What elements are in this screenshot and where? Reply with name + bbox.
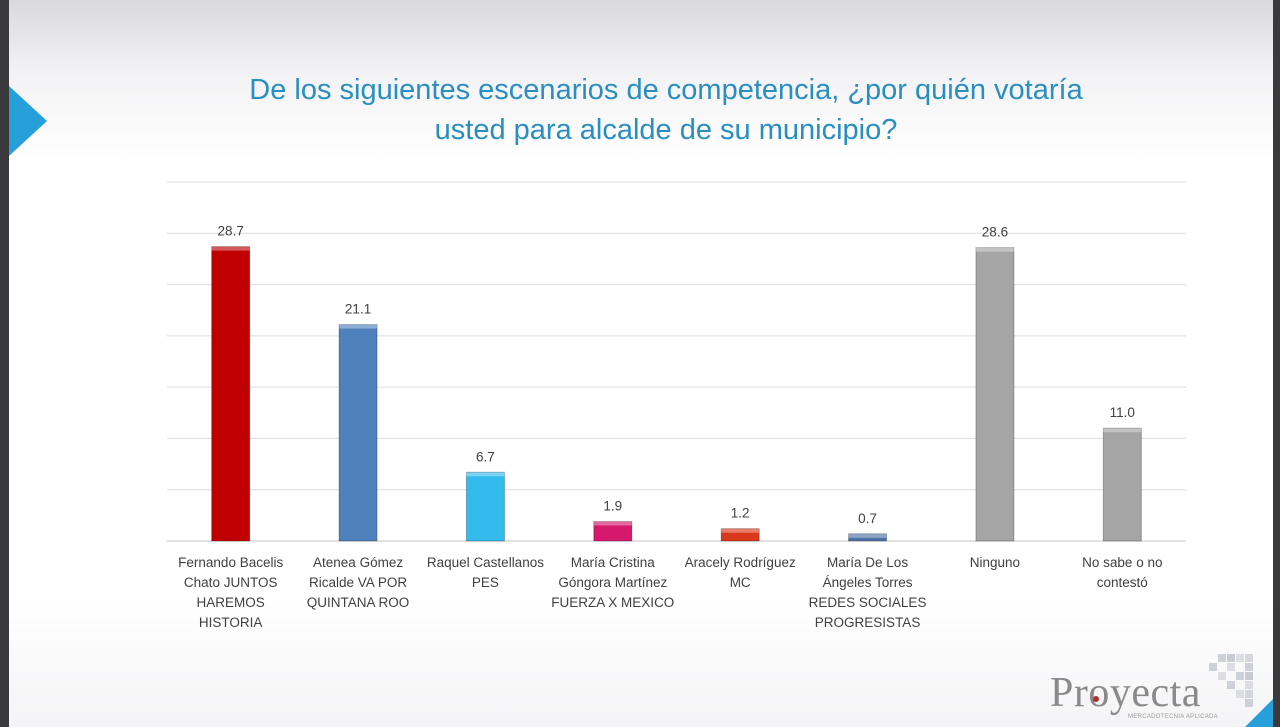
logo-tagline: MERCADOTECNIA APLICADA: [1128, 714, 1218, 720]
logo-pixel: [1236, 654, 1244, 662]
logo-pixel: [1227, 663, 1235, 671]
category-label-line: Góngora Martínez: [558, 575, 668, 590]
category-label-line: Raquel Castellanos: [426, 555, 544, 570]
chart-title-line-2: usted para alcalde de su municipio?: [434, 114, 898, 146]
logo-pixel: [1236, 690, 1244, 698]
category-label-line: Ángeles Torres: [822, 575, 913, 590]
bar-top-bevel: [211, 246, 250, 251]
logo-pixel: [1245, 654, 1253, 662]
category-label-line: REDES SOCIALES: [808, 595, 927, 610]
category-label: Atenea Gómez Ricalde VA POR QUINTANA ROO: [294, 553, 422, 613]
category-label: María Cristina Góngora Martínez FUERZA X M…: [549, 553, 677, 613]
bar-shading: [211, 246, 251, 542]
category-label-line: María De Los: [827, 555, 909, 570]
logo-pixel: [1218, 654, 1226, 662]
logo-pixel: [1245, 699, 1253, 707]
category-label-line: HAREMOS: [196, 595, 265, 610]
category-label-line: Ninguno: [969, 555, 1021, 570]
category-label-line: Atenea Gómez: [313, 555, 404, 570]
category-label-line: No sabe o no: [1082, 555, 1163, 570]
logo-pixel: [1245, 690, 1253, 698]
category-label-line: Chato JUNTOS: [183, 575, 278, 590]
logo-pixel: [1236, 672, 1244, 680]
data-label: 0.7: [858, 511, 877, 526]
category-label-line: QUINTANA ROO: [306, 595, 410, 610]
category-label: Fernando Bacelis Chato JUNTOS HAREMOS HISTO…: [167, 553, 295, 633]
chart-title: De los siguientes escenarios de competen…: [150, 70, 1182, 150]
proyecta-logo: Proyecta: [1050, 670, 1201, 716]
logo-pixel: [1245, 663, 1253, 671]
bar-shading: [465, 471, 505, 542]
logo-pixel: [1227, 654, 1235, 662]
category-label-line: contestó: [1096, 575, 1148, 590]
bar-shading: [975, 247, 1015, 542]
bar-shading: [720, 528, 760, 542]
category-label-line: PES: [471, 575, 499, 590]
bar-top-bevel: [721, 528, 760, 533]
category-label-line: Fernando Bacelis: [178, 555, 284, 570]
bar-top-bevel: [593, 521, 632, 526]
data-label: 11.0: [1110, 405, 1135, 420]
data-label: 28.6: [982, 225, 1008, 240]
logo-pixel: [1209, 663, 1217, 671]
category-label-line: Ricalde VA POR: [309, 575, 408, 590]
category-label-line: PROGRESISTAS: [814, 615, 921, 630]
bar-shading: [338, 324, 378, 542]
category-label-line: HISTORIA: [198, 615, 263, 630]
category-label: María De Los Ángeles Torres REDES SOCIALES…: [804, 553, 932, 633]
category-label: Aracely Rodríguez MC: [676, 553, 804, 593]
right-frame-edge: [1273, 0, 1280, 727]
category-label: Ninguno: [931, 553, 1059, 573]
bar-shading: [848, 533, 888, 542]
category-label-line: FUERZA X MEXICO: [551, 595, 675, 610]
bar-top-bevel: [975, 247, 1014, 252]
category-label: Raquel Castellanos PES: [421, 553, 549, 593]
bar-top-bevel: [466, 472, 505, 477]
left-frame-edge: [0, 0, 9, 727]
bar-top-bevel: [339, 324, 378, 329]
logo-dot: [1093, 696, 1099, 702]
bar-shading: [593, 521, 633, 542]
slide-marker-triangle: [9, 86, 47, 156]
bar-top-bevel: [848, 533, 887, 538]
data-label: 28.7: [218, 224, 244, 239]
bar-shading: [1102, 427, 1142, 542]
data-label: 1.9: [603, 499, 622, 514]
data-label: 1.2: [731, 506, 750, 521]
category-label: No sabe o no contestó: [1058, 553, 1186, 593]
logo-pixel: [1227, 681, 1235, 689]
bar-top-bevel: [1103, 428, 1142, 433]
logo-pixel: [1245, 681, 1253, 689]
data-label: 6.7: [476, 449, 495, 464]
category-label-line: María Cristina: [570, 555, 655, 570]
logo-pixel: [1218, 672, 1226, 680]
logo-pixel: [1245, 672, 1253, 680]
data-label: 21.1: [345, 302, 371, 317]
category-label-line: Aracely Rodríguez: [684, 555, 796, 570]
chart-title-line-1: De los siguientes escenarios de competen…: [249, 74, 1083, 106]
category-label-line: MC: [729, 575, 751, 590]
